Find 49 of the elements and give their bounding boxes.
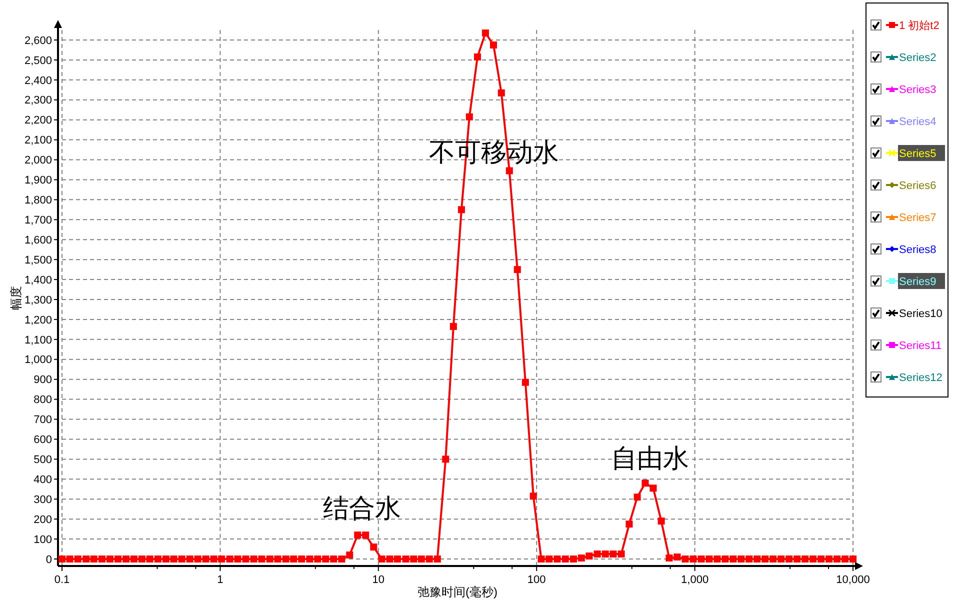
- y-tick-label: 2,200: [24, 114, 52, 127]
- x-tick-label: 100: [527, 574, 546, 586]
- legend-label: Series10: [899, 308, 942, 320]
- y-tick-label: 1,000: [24, 354, 52, 366]
- y-axis-title: 幅度: [9, 286, 23, 310]
- legend-label: Series9: [899, 276, 936, 288]
- y-tick-label: 200: [34, 514, 52, 526]
- legend-label: Series7: [899, 212, 936, 224]
- legend-label: Series4: [899, 116, 936, 128]
- y-tick-label: 100: [34, 534, 52, 546]
- y-tick-label: 1,200: [24, 314, 52, 326]
- y-tick-label: 400: [34, 474, 52, 486]
- annotation: 结合水: [323, 494, 401, 524]
- y-tick-label: 2,400: [24, 74, 52, 87]
- y-tick-label: 1,800: [24, 194, 52, 207]
- y-tick-label: 600: [34, 434, 52, 446]
- y-tick-label: 2,100: [24, 134, 52, 147]
- y-tick-label: 1,400: [24, 274, 52, 286]
- x-tick-label: 10: [372, 574, 385, 586]
- y-tick-label: 1,600: [24, 234, 52, 246]
- legend-label: Series5: [899, 148, 936, 160]
- legend-label: Series12: [899, 372, 942, 384]
- y-tick-label: 800: [34, 394, 52, 406]
- y-tick-label: 1,900: [24, 174, 52, 187]
- legend-label: 1 初始t2: [899, 18, 940, 32]
- y-tick-label: 2,000: [24, 154, 52, 167]
- y-tick-label: 900: [34, 374, 52, 386]
- legend-label: Series8: [899, 244, 936, 256]
- y-tick-label: 0: [46, 554, 52, 566]
- x-tick-label: 1: [217, 574, 224, 586]
- y-tick-label: 1,300: [24, 294, 52, 306]
- x-axis-title: 弛豫时间(毫秒): [418, 585, 498, 599]
- y-tick-label: 300: [34, 494, 52, 506]
- y-tick-label: 1,100: [24, 334, 52, 346]
- x-tick-label: 1,000: [681, 574, 709, 586]
- y-tick-label: 2,600: [24, 34, 52, 47]
- legend-label: Series6: [899, 180, 936, 192]
- legend-label: Series3: [899, 84, 936, 96]
- x-tick-label: 0.1: [54, 574, 70, 586]
- y-tick-label: 2,300: [24, 94, 52, 107]
- y-tick-label: 1,700: [24, 214, 52, 226]
- y-tick-label: 2,500: [24, 54, 52, 67]
- annotation: 自由水: [611, 444, 689, 474]
- y-tick-label: 500: [34, 454, 52, 466]
- y-tick-label: 1,500: [24, 254, 52, 266]
- legend-label: Series11: [899, 340, 942, 352]
- legend-label: Series2: [899, 52, 936, 64]
- y-tick-label: 700: [34, 414, 52, 426]
- x-tick-label: 10,000: [836, 574, 870, 586]
